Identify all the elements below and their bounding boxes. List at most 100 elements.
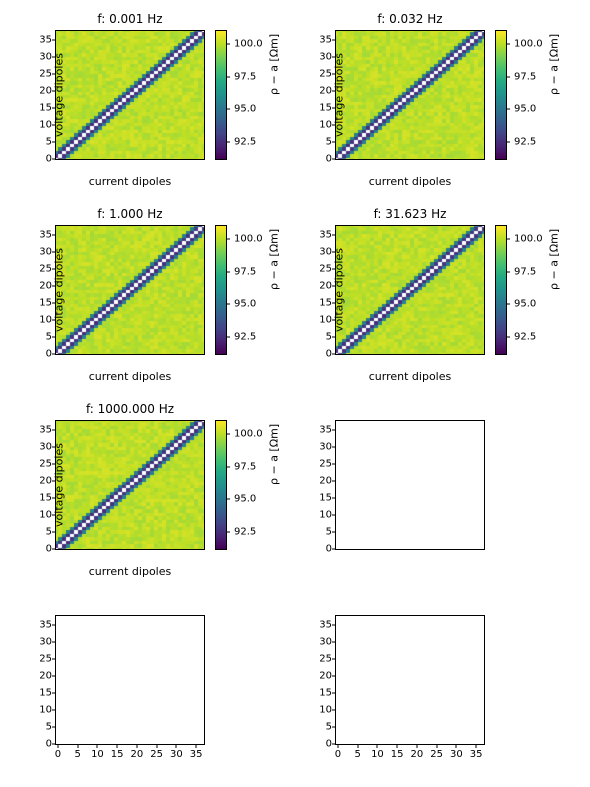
ytick-label: 35 <box>314 619 332 630</box>
ylabel: voltage dipoles <box>52 248 65 332</box>
panel-title: f: 0.032 Hz <box>335 12 485 26</box>
panel-title: f: 31.623 Hz <box>335 207 485 221</box>
cbar-tick-mark <box>226 109 230 110</box>
xtick-mark <box>416 744 417 748</box>
ytick-label: 5 <box>314 722 332 733</box>
ytick-label: 25 <box>314 458 332 469</box>
ytick-mark <box>332 497 336 498</box>
xtick-mark <box>377 744 378 748</box>
cbar-tick-mark <box>506 109 510 110</box>
xtick-mark <box>117 744 118 748</box>
ytick-label: 15 <box>34 492 52 503</box>
ytick-mark <box>332 234 336 235</box>
cbar-tick-label: 92.5 <box>234 136 256 147</box>
ytick-mark <box>52 39 56 40</box>
cbar-tick-label: 100.0 <box>514 234 543 245</box>
cbar-tick-label: 100.0 <box>234 234 263 245</box>
ytick-label: 30 <box>314 441 332 452</box>
ytick-label: 20 <box>314 475 332 486</box>
ytick-label: 10 <box>314 120 332 131</box>
cbar-tick-label: 97.5 <box>514 266 536 277</box>
ytick-mark <box>52 692 56 693</box>
cbar-tick-mark <box>506 271 510 272</box>
ytick-label: 15 <box>314 102 332 113</box>
cbar-tick-label: 100.0 <box>234 429 263 440</box>
xtick-mark <box>357 744 358 748</box>
ytick-label: 10 <box>34 120 52 131</box>
ytick-mark <box>332 727 336 728</box>
ytick-mark <box>332 429 336 430</box>
panel-title: f: 1000.000 Hz <box>55 402 205 416</box>
xlabel: current dipoles <box>55 370 205 383</box>
xtick-label: 25 <box>430 749 443 760</box>
ytick-label: 35 <box>34 229 52 240</box>
ytick-label: 0 <box>34 739 52 750</box>
xtick-label: 0 <box>55 749 61 760</box>
ytick-mark <box>332 692 336 693</box>
cbar-tick-label: 100.0 <box>234 39 263 50</box>
ytick-label: 15 <box>314 687 332 698</box>
ytick-label: 35 <box>314 34 332 45</box>
ytick-label: 15 <box>34 102 52 113</box>
ytick-mark <box>332 549 336 550</box>
xtick-mark <box>136 744 137 748</box>
ytick-mark <box>332 532 336 533</box>
ytick-mark <box>332 354 336 355</box>
xtick-label: 15 <box>391 749 404 760</box>
xlabel: current dipoles <box>55 175 205 188</box>
panel-title: f: 1.000 Hz <box>55 207 205 221</box>
cbar-tick-mark <box>226 141 230 142</box>
ytick-label: 35 <box>34 424 52 435</box>
panel-7: 0510152025303505101520253035 <box>335 615 485 745</box>
xtick-mark <box>397 744 398 748</box>
cbar-tick-mark <box>226 76 230 77</box>
ytick-mark <box>52 354 56 355</box>
xtick-mark <box>476 744 477 748</box>
ytick-label: 25 <box>34 263 52 274</box>
ytick-mark <box>332 463 336 464</box>
ytick-label: 25 <box>34 68 52 79</box>
xtick-mark <box>156 744 157 748</box>
ytick-mark <box>52 234 56 235</box>
xtick-mark <box>337 744 338 748</box>
ytick-label: 30 <box>314 246 332 257</box>
ytick-label: 20 <box>34 280 52 291</box>
cbar-tick-mark <box>226 466 230 467</box>
cbar-tick-label: 95.0 <box>234 104 256 115</box>
ytick-mark <box>52 658 56 659</box>
xtick-mark <box>196 744 197 748</box>
ytick-label: 0 <box>34 544 52 555</box>
cbar-tick-mark <box>226 239 230 240</box>
cbar-tick-label: 92.5 <box>514 331 536 342</box>
ytick-mark <box>52 159 56 160</box>
ytick-label: 0 <box>314 544 332 555</box>
cbar-tick-mark <box>506 336 510 337</box>
ylabel: voltage dipoles <box>332 248 345 332</box>
axes-box: 05101520253035 <box>55 30 205 160</box>
colorbar: 92.595.097.5100.0ρ − a [Ωm] <box>215 420 227 550</box>
ytick-mark <box>332 39 336 40</box>
ytick-label: 30 <box>314 636 332 647</box>
ytick-label: 20 <box>314 670 332 681</box>
ytick-mark <box>332 446 336 447</box>
ytick-mark <box>52 727 56 728</box>
cbar-tick-label: 95.0 <box>234 299 256 310</box>
ytick-label: 10 <box>34 315 52 326</box>
xtick-label: 15 <box>111 749 124 760</box>
ytick-mark <box>332 658 336 659</box>
ytick-label: 25 <box>314 68 332 79</box>
xlabel: current dipoles <box>55 565 205 578</box>
ytick-label: 0 <box>314 739 332 750</box>
xtick-mark <box>436 744 437 748</box>
ytick-mark <box>332 744 336 745</box>
ytick-label: 20 <box>34 670 52 681</box>
ytick-mark <box>332 159 336 160</box>
ytick-label: 30 <box>34 51 52 62</box>
cbar-tick-label: 97.5 <box>514 71 536 82</box>
cbar-tick-mark <box>506 304 510 305</box>
cbar-tick-mark <box>226 531 230 532</box>
ytick-mark <box>332 641 336 642</box>
panel-2: f: 1.000 Hz05101520253035current dipoles… <box>55 225 205 355</box>
xtick-label: 30 <box>170 749 183 760</box>
axes-box: 05101520253035 <box>335 225 485 355</box>
